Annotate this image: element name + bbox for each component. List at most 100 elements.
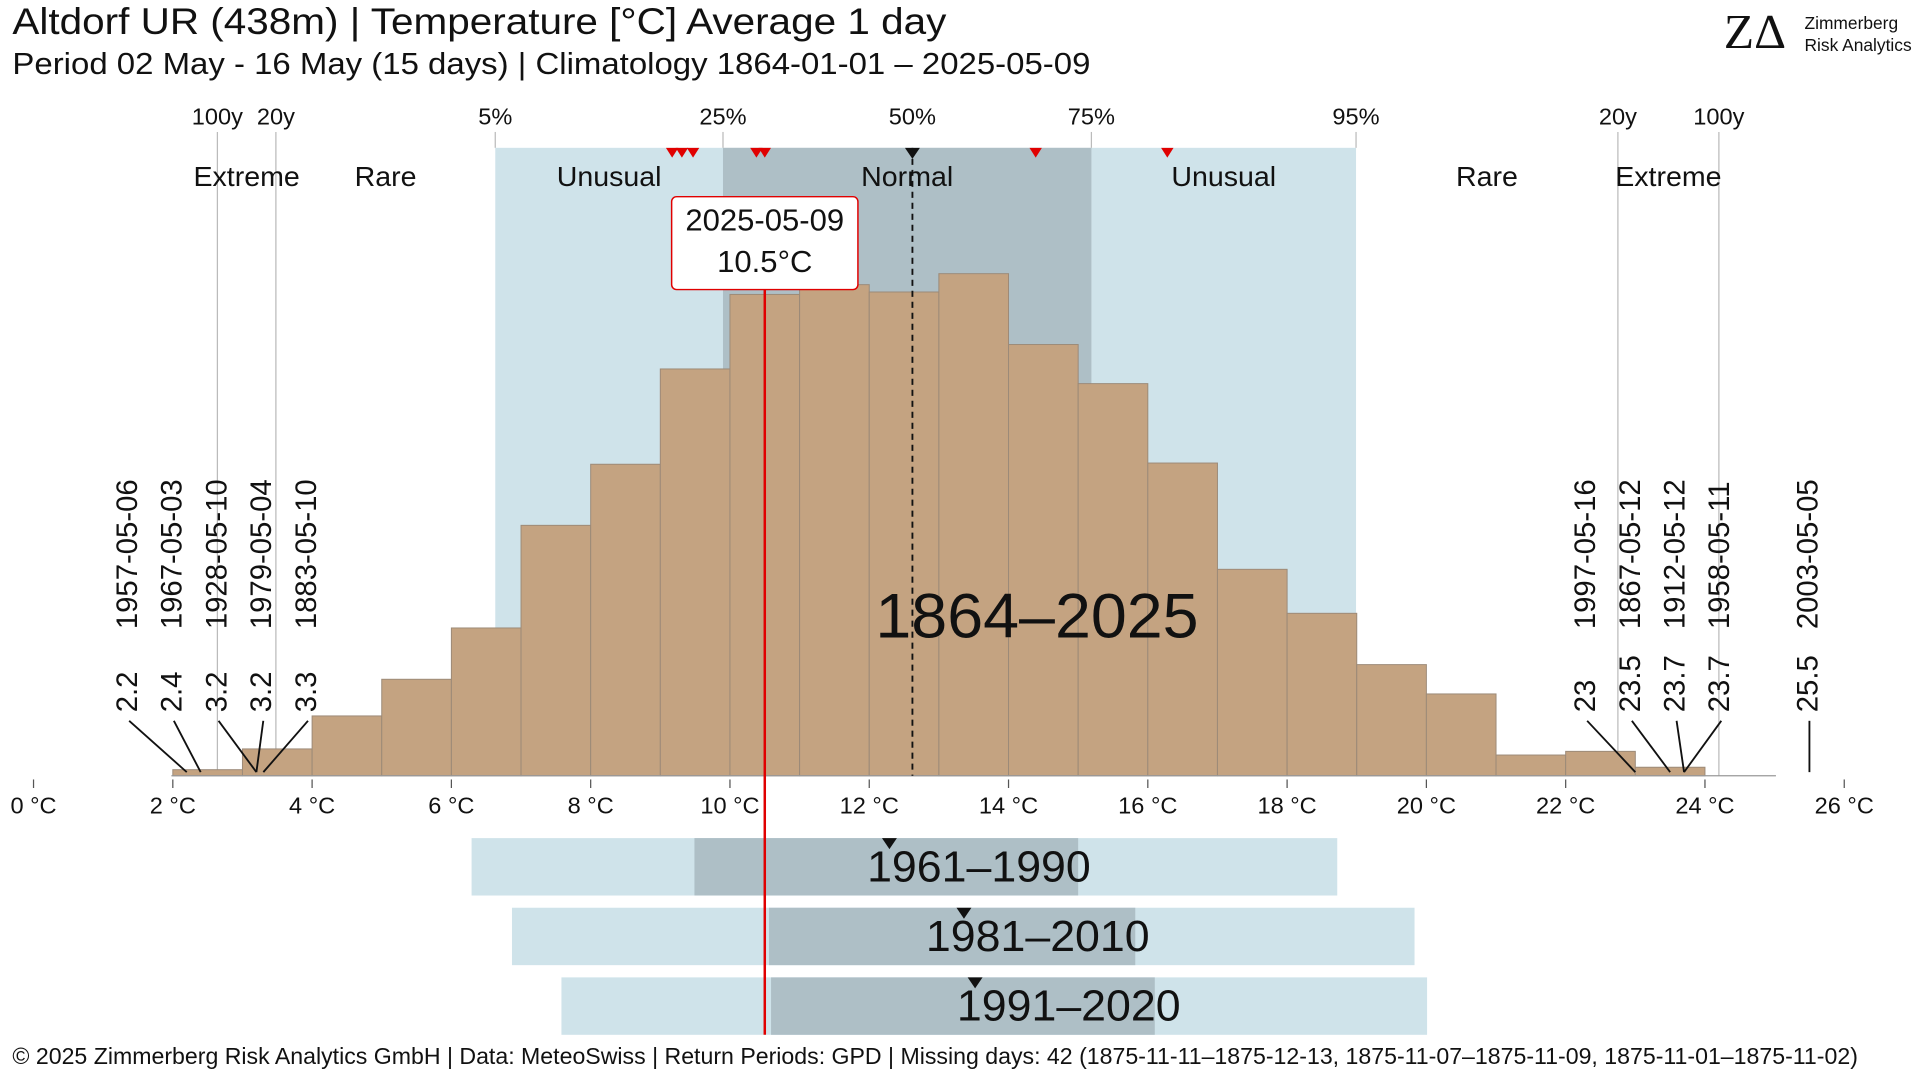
extreme-value: 3.3 xyxy=(290,672,323,713)
histogram-bar xyxy=(1216,568,1288,777)
histogram-bar xyxy=(450,627,522,777)
extreme-leader xyxy=(262,720,309,773)
clim-label: 1991–2020 xyxy=(957,982,1181,1031)
marker-label: 95% xyxy=(1332,104,1379,130)
histogram-bar xyxy=(1356,664,1427,777)
extreme-date: 2003-05-05 xyxy=(1791,479,1824,629)
x-tick-label: 10 °C xyxy=(700,793,759,819)
histogram-bar xyxy=(799,284,870,777)
marker-label: 25% xyxy=(699,104,746,130)
zone-label: Extreme xyxy=(1615,161,1721,193)
zone-label: Unusual xyxy=(557,161,662,193)
clim-label: 1961–1990 xyxy=(867,843,1091,892)
clim-band-25-75 xyxy=(694,838,1079,896)
histogram-bar xyxy=(1147,462,1218,777)
histogram-bar xyxy=(938,273,1010,777)
chart-title: Altdorf UR (438m) | Temperature [°C] Ave… xyxy=(12,1,946,42)
recent-triangle xyxy=(675,147,689,158)
recent-triangle xyxy=(686,147,700,158)
extreme-date: 1997-05-16 xyxy=(1569,479,1602,629)
footer: © 2025 Zimmerberg Risk Analytics GmbH | … xyxy=(12,1043,1857,1069)
extreme-leader xyxy=(1683,720,1723,773)
extreme-value: 23 xyxy=(1569,680,1602,713)
logo-mark: ZΔ xyxy=(1724,4,1786,59)
period-label: 1864–2025 xyxy=(875,580,1198,651)
x-tick-label: 6 °C xyxy=(428,793,474,819)
extreme-value: 3.2 xyxy=(200,672,233,713)
extreme-value: 23.7 xyxy=(1658,655,1691,712)
clim-median xyxy=(956,907,972,919)
x-tick-label: 2 °C xyxy=(150,793,196,819)
x-tick-label: 8 °C xyxy=(568,793,614,819)
x-tick-label: 26 °C xyxy=(1815,793,1874,819)
marker-label: 75% xyxy=(1068,104,1115,130)
marker-label: 50% xyxy=(889,104,936,130)
extreme-date: 1958-05-11 xyxy=(1703,481,1736,629)
clim-band-25-75 xyxy=(768,907,1136,966)
extreme-value: 25.5 xyxy=(1791,655,1824,712)
recent-triangle xyxy=(758,147,771,158)
x-tick-label: 16 °C xyxy=(1118,793,1177,819)
x-tick-label: 18 °C xyxy=(1257,793,1316,819)
histogram-bar xyxy=(241,748,313,777)
x-tick-label: 14 °C xyxy=(979,793,1038,819)
clim-label: 1981–2010 xyxy=(926,912,1150,961)
marker-label: 20y xyxy=(257,104,295,130)
extreme-leader xyxy=(173,720,202,773)
histogram-bar xyxy=(311,715,383,777)
x-tick-label: 4 °C xyxy=(289,793,335,819)
extreme-leader xyxy=(217,720,258,773)
x-tick-label: 12 °C xyxy=(840,793,899,819)
extreme-date: 1957-05-06 xyxy=(111,479,144,629)
zone-label: Unusual xyxy=(1171,161,1276,193)
zone-label: Rare xyxy=(355,161,417,193)
recent-triangle xyxy=(1029,147,1042,158)
current-value: 10.5°C xyxy=(717,244,812,279)
chart-subtitle: Period 02 May - 16 May (15 days) | Clima… xyxy=(12,46,1090,81)
extreme-value: 23.5 xyxy=(1614,655,1647,712)
extreme-value: 3.2 xyxy=(245,672,278,713)
recent-triangle xyxy=(1161,147,1174,158)
extreme-date: 1967-05-03 xyxy=(156,479,189,629)
x-tick-label: 22 °C xyxy=(1536,793,1595,819)
histogram-bar xyxy=(590,463,661,777)
x-tick-label: 0 °C xyxy=(10,793,56,819)
extreme-date: 1867-05-12 xyxy=(1614,479,1647,629)
histogram-bar xyxy=(868,291,940,777)
x-tick-label: 20 °C xyxy=(1397,793,1456,819)
extreme-leader xyxy=(128,720,188,773)
histogram-bar xyxy=(520,524,592,777)
extreme-value: 2.2 xyxy=(111,672,144,713)
histogram-bar xyxy=(172,769,243,777)
histogram-bar xyxy=(1565,750,1636,777)
current-date: 2025-05-09 xyxy=(685,203,844,238)
recent-triangle xyxy=(665,147,679,158)
clim-median xyxy=(967,977,983,989)
marker-label: 20y xyxy=(1599,104,1637,130)
zone-label: Rare xyxy=(1456,161,1518,193)
recent-triangle xyxy=(750,147,763,158)
zone-label: Normal xyxy=(861,161,953,193)
extreme-leader xyxy=(1586,720,1636,773)
histogram-bar xyxy=(659,368,731,777)
extreme-leader xyxy=(1675,720,1685,773)
histogram-bar xyxy=(1425,693,1497,777)
extreme-leader xyxy=(255,720,265,773)
extreme-date: 1979-05-04 xyxy=(245,479,278,629)
logo-line: Risk Analytics xyxy=(1805,35,1912,55)
logo-line: Zimmerberg xyxy=(1805,13,1899,33)
marker-label: 100y xyxy=(1693,104,1744,130)
histogram-bar xyxy=(1008,344,1079,777)
extreme-leader xyxy=(1631,720,1671,773)
zone-label: Extreme xyxy=(193,161,299,193)
extreme-date: 1928-05-10 xyxy=(200,479,233,629)
clim-median xyxy=(881,838,897,850)
marker-label: 5% xyxy=(478,104,512,130)
x-tick-label: 24 °C xyxy=(1675,793,1734,819)
marker-label: 100y xyxy=(192,104,243,130)
clim-band-25-75 xyxy=(771,977,1155,1035)
histogram-bar xyxy=(1286,612,1358,777)
extreme-date: 1912-05-12 xyxy=(1658,479,1691,629)
